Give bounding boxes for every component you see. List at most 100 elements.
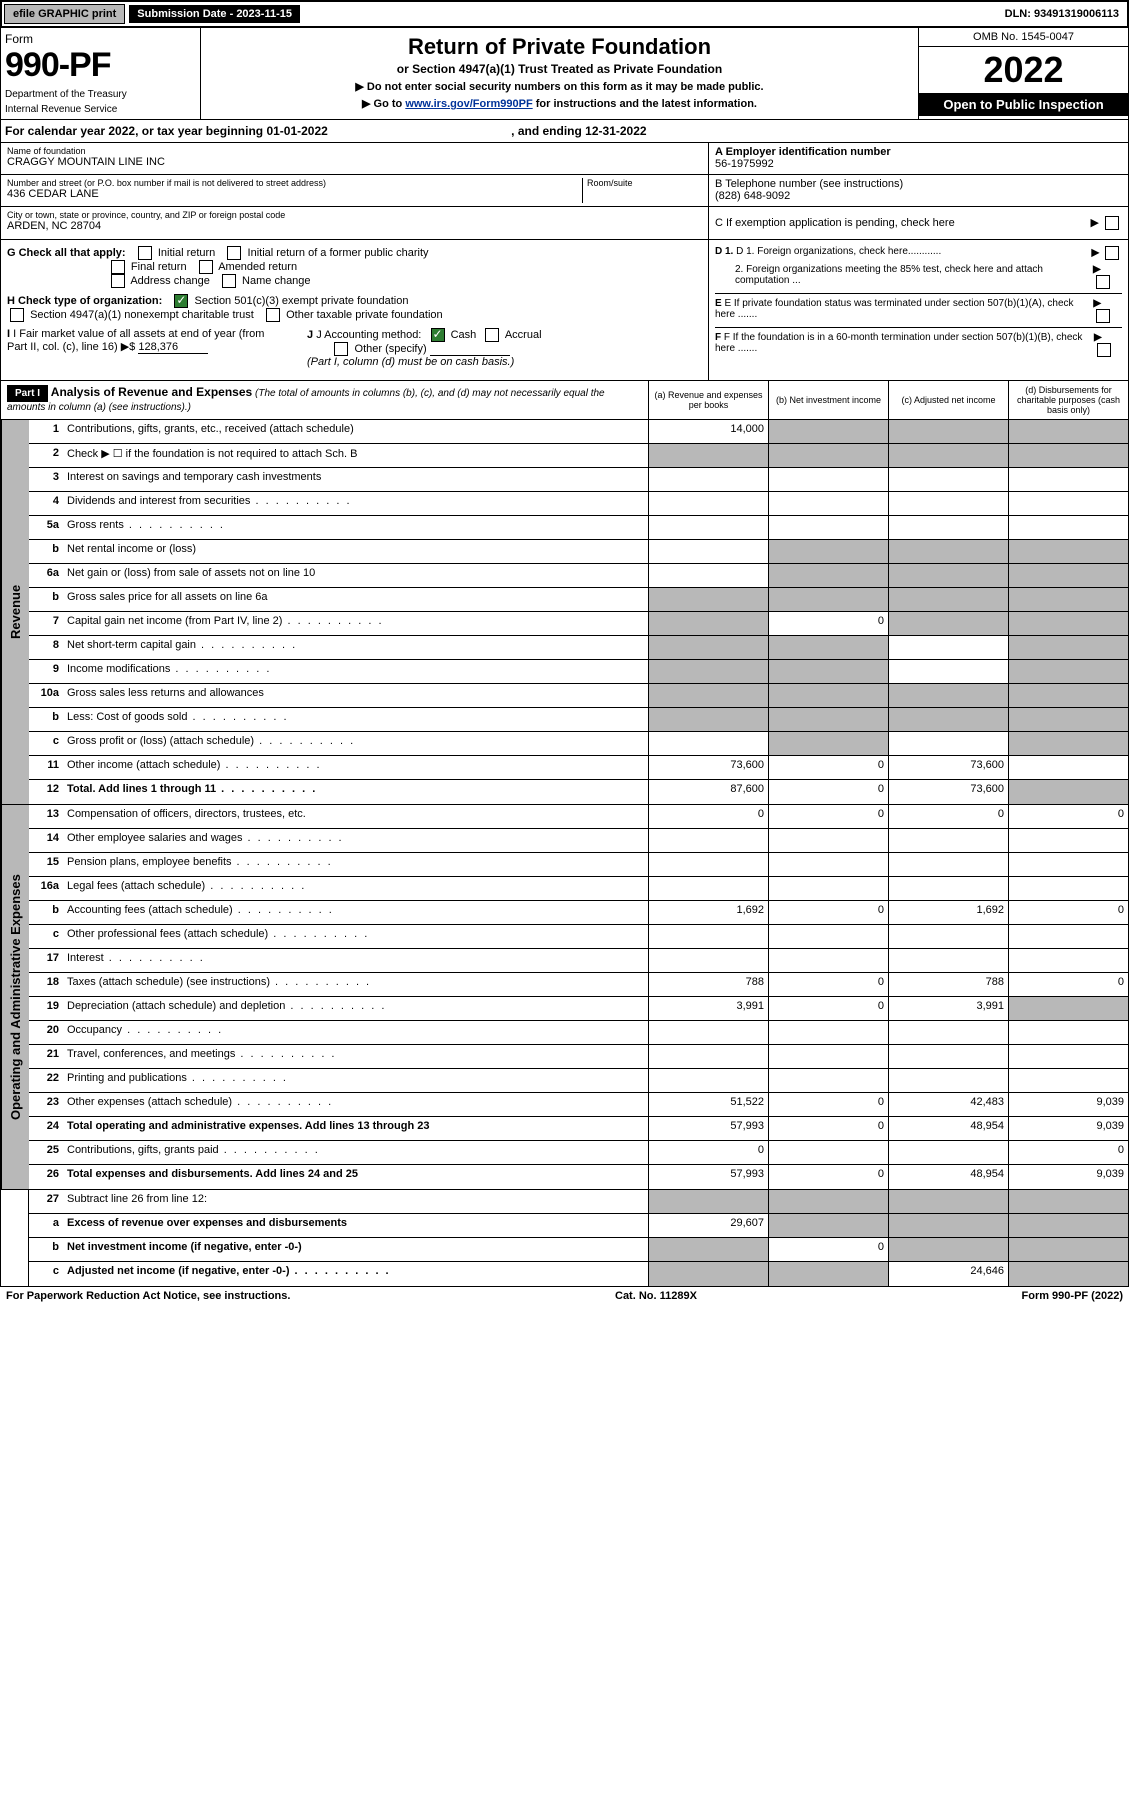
cell-c: 24,646 xyxy=(888,1262,1008,1286)
cell-b xyxy=(768,516,888,539)
cell-d xyxy=(1008,877,1128,900)
row-number: 10a xyxy=(29,684,63,707)
col-d-header: (d) Disbursements for charitable purpose… xyxy=(1008,381,1128,419)
row-description: Adjusted net income (if negative, enter … xyxy=(63,1262,648,1286)
cell-c xyxy=(888,660,1008,683)
other-taxable-checkbox[interactable] xyxy=(266,308,280,322)
cell-b xyxy=(768,684,888,707)
cell-d xyxy=(1008,420,1128,443)
cell-c xyxy=(888,1045,1008,1068)
cell-b: 0 xyxy=(768,756,888,779)
cell-b xyxy=(768,636,888,659)
form-subtitle: or Section 4947(a)(1) Trust Treated as P… xyxy=(207,62,912,76)
form-title: Return of Private Foundation xyxy=(207,34,912,60)
cell-c xyxy=(888,925,1008,948)
form-header: Form 990-PF Department of the Treasury I… xyxy=(0,28,1129,120)
name-label: Name of foundation xyxy=(7,146,702,156)
c-label: C If exemption application is pending, c… xyxy=(715,217,955,229)
row-description: Depreciation (attach schedule) and deple… xyxy=(63,997,648,1020)
d2-checkbox[interactable] xyxy=(1096,275,1110,289)
cell-c xyxy=(888,1141,1008,1164)
entity-info: Name of foundation CRAGGY MOUNTAIN LINE … xyxy=(0,143,1129,240)
initial-former-checkbox[interactable] xyxy=(227,246,241,260)
cash-checkbox[interactable] xyxy=(431,328,445,342)
row-number: 26 xyxy=(29,1165,63,1189)
calendar-year: For calendar year 2022, or tax year begi… xyxy=(0,120,1129,143)
cell-d: 0 xyxy=(1008,805,1128,828)
cell-b xyxy=(768,829,888,852)
row-number: 16a xyxy=(29,877,63,900)
row-description: Net rental income or (loss) xyxy=(63,540,648,563)
row-number: 14 xyxy=(29,829,63,852)
table-row: 3 Interest on savings and temporary cash… xyxy=(29,468,1128,492)
phone-label: B Telephone number (see instructions) xyxy=(715,178,1122,190)
c-checkbox[interactable] xyxy=(1105,216,1119,230)
name-change-checkbox[interactable] xyxy=(222,274,236,288)
initial-return-checkbox[interactable] xyxy=(138,246,152,260)
cell-d: 9,039 xyxy=(1008,1093,1128,1116)
table-row: b Net investment income (if negative, en… xyxy=(29,1238,1128,1262)
cell-b xyxy=(768,1214,888,1237)
row-number: 13 xyxy=(29,805,63,828)
f-checkbox[interactable] xyxy=(1097,343,1111,357)
amended-return-checkbox[interactable] xyxy=(199,260,213,274)
address-change-checkbox[interactable] xyxy=(111,274,125,288)
accrual-checkbox[interactable] xyxy=(485,328,499,342)
cell-c xyxy=(888,684,1008,707)
cell-c xyxy=(888,1214,1008,1237)
cell-c xyxy=(888,444,1008,467)
table-row: b Net rental income or (loss) xyxy=(29,540,1128,564)
cell-c xyxy=(888,1069,1008,1092)
row-description: Printing and publications xyxy=(63,1069,648,1092)
cell-c: 3,991 xyxy=(888,997,1008,1020)
row-description: Excess of revenue over expenses and disb… xyxy=(63,1214,648,1237)
row-description: Contributions, gifts, grants, etc., rece… xyxy=(63,420,648,443)
row-number: 22 xyxy=(29,1069,63,1092)
final-return-checkbox[interactable] xyxy=(111,260,125,274)
cell-a xyxy=(648,588,768,611)
501c3-checkbox[interactable] xyxy=(174,294,188,308)
cell-a xyxy=(648,540,768,563)
cell-b xyxy=(768,1021,888,1044)
cell-d xyxy=(1008,949,1128,972)
table-row: c Adjusted net income (if negative, ente… xyxy=(29,1262,1128,1286)
cell-b xyxy=(768,732,888,755)
cell-d xyxy=(1008,925,1128,948)
cell-d xyxy=(1008,588,1128,611)
row-description: Check ▶ ☐ if the foundation is not requi… xyxy=(63,444,648,467)
row-number: c xyxy=(29,1262,63,1286)
cell-a xyxy=(648,492,768,515)
table-row: 19 Depreciation (attach schedule) and de… xyxy=(29,997,1128,1021)
efile-button[interactable]: efile GRAPHIC print xyxy=(4,4,125,24)
cell-a xyxy=(648,564,768,587)
4947-checkbox[interactable] xyxy=(10,308,24,322)
other-method-checkbox[interactable] xyxy=(334,342,348,356)
cell-a xyxy=(648,1238,768,1261)
cell-d: 9,039 xyxy=(1008,1165,1128,1189)
cell-b: 0 xyxy=(768,1165,888,1189)
row-description: Total operating and administrative expen… xyxy=(63,1117,648,1140)
row-description: Interest xyxy=(63,949,648,972)
row-description: Net short-term capital gain xyxy=(63,636,648,659)
d1-checkbox[interactable] xyxy=(1105,246,1119,260)
form-footer: Form 990-PF (2022) xyxy=(1022,1290,1123,1302)
e-checkbox[interactable] xyxy=(1096,309,1110,323)
cell-d xyxy=(1008,444,1128,467)
cell-b xyxy=(768,420,888,443)
table-row: b Less: Cost of goods sold xyxy=(29,708,1128,732)
row-description: Subtract line 26 from line 12: xyxy=(63,1190,648,1213)
cell-c xyxy=(888,708,1008,731)
row-description: Other income (attach schedule) xyxy=(63,756,648,779)
row-description: Pension plans, employee benefits xyxy=(63,853,648,876)
g-label: G Check all that apply: xyxy=(7,247,126,259)
cell-b xyxy=(768,1190,888,1213)
net-section: 27 Subtract line 26 from line 12: a Exce… xyxy=(0,1190,1129,1287)
row-description: Dividends and interest from securities xyxy=(63,492,648,515)
row-number: b xyxy=(29,708,63,731)
row-number: 21 xyxy=(29,1045,63,1068)
cell-d xyxy=(1008,997,1128,1020)
irs-link[interactable]: www.irs.gov/Form990PF xyxy=(405,98,532,110)
table-row: 4 Dividends and interest from securities xyxy=(29,492,1128,516)
cell-d xyxy=(1008,564,1128,587)
cell-c xyxy=(888,732,1008,755)
